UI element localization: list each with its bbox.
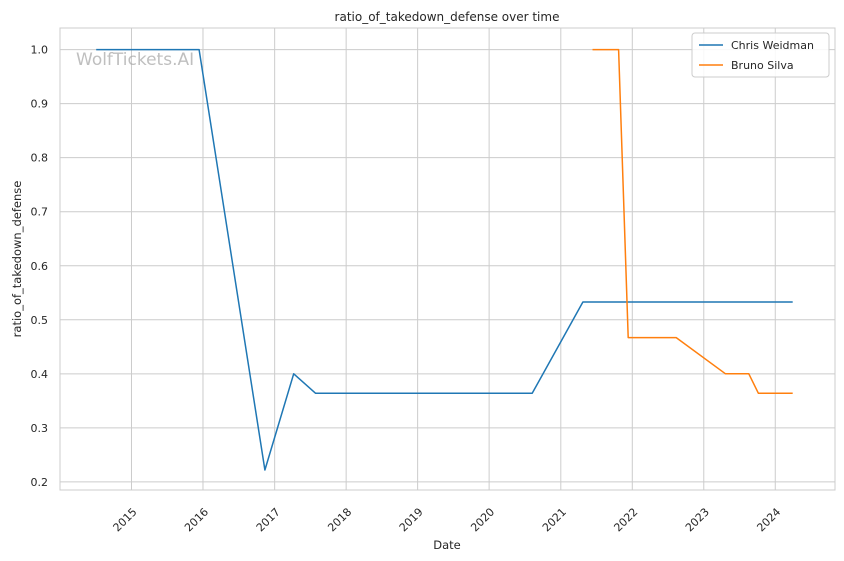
y-tick-label: 1.0 <box>31 44 49 57</box>
y-tick-label: 0.6 <box>31 260 49 273</box>
watermark: WolfTickets.AI <box>76 50 194 70</box>
x-tick-label: 2017 <box>254 505 283 534</box>
x-axis: 2015 2016 2017 2018 2019 2020 2021 2022 2023 2024 <box>111 505 784 534</box>
x-tick-label: 2023 <box>683 505 712 534</box>
x-tick-label: 2016 <box>182 505 211 534</box>
legend: Chris Weidman Bruno Silva <box>691 32 830 78</box>
y-tick-label: 0.2 <box>31 476 49 489</box>
grid <box>60 28 835 490</box>
series-lines <box>96 48 793 471</box>
legend-label: Bruno Silva <box>731 59 794 72</box>
x-tick-label: 2018 <box>325 505 354 534</box>
y-axis-label: ratio_of_takedown_defense <box>10 181 24 338</box>
legend-box <box>691 32 830 78</box>
y-tick-label: 0.8 <box>31 152 49 165</box>
y-tick-label: 0.3 <box>31 422 49 435</box>
plot-frame <box>59 27 836 491</box>
y-tick-label: 0.7 <box>31 206 49 219</box>
x-axis-label: Date <box>433 538 461 552</box>
y-tick-label: 0.9 <box>31 98 49 111</box>
legend-label: Chris Weidman <box>731 39 814 52</box>
chart-title: ratio_of_takedown_defense over time <box>335 10 560 24</box>
y-axis: 0.2 0.3 0.4 0.5 0.6 0.7 0.8 0.9 1.0 <box>31 44 49 489</box>
series-line-bruno-silva <box>592 48 793 395</box>
series-line-chris-weidman <box>96 48 793 471</box>
x-tick-label: 2015 <box>111 505 140 534</box>
x-tick-label: 2024 <box>754 505 783 534</box>
x-tick-label: 2021 <box>540 505 569 534</box>
x-tick-label: 2019 <box>397 505 426 534</box>
y-tick-label: 0.5 <box>31 314 49 327</box>
plot-area <box>60 28 835 490</box>
x-tick-label: 2022 <box>611 505 640 534</box>
y-tick-label: 0.4 <box>31 368 49 381</box>
x-tick-label: 2020 <box>468 505 497 534</box>
